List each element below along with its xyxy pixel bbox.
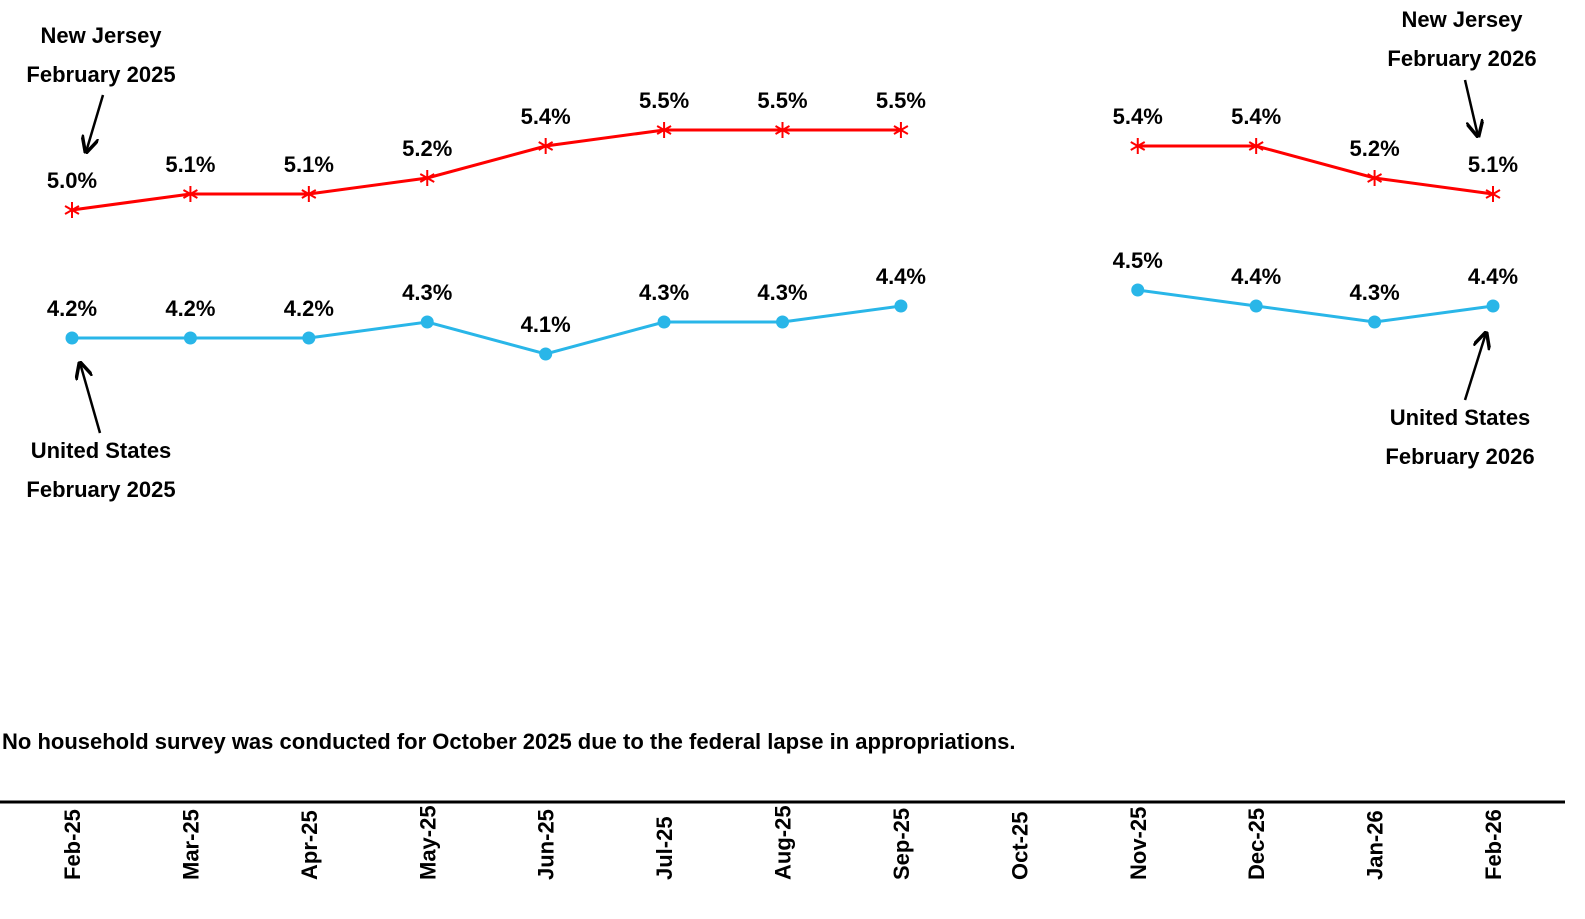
marker — [1367, 170, 1383, 186]
marker-stroke — [1485, 189, 1501, 199]
x-tick-label: Mar-25 — [178, 809, 203, 880]
x-tick-label: Oct-25 — [1007, 812, 1032, 880]
marker — [183, 331, 197, 345]
line — [71, 128, 901, 212]
data-label: 5.5% — [876, 88, 926, 113]
x-tick-label: Jun-25 — [534, 809, 559, 880]
annotation: February 2026 — [1385, 444, 1534, 469]
data-label: 4.3% — [639, 280, 689, 305]
arrow — [80, 363, 102, 434]
marker-stroke — [301, 189, 317, 199]
data-label: 5.0% — [47, 168, 97, 193]
marker — [419, 170, 435, 186]
marker — [302, 331, 316, 345]
marker — [656, 122, 672, 138]
line — [72, 304, 902, 356]
marker-stroke — [1248, 141, 1264, 151]
marker-stroke — [419, 173, 435, 183]
annotation: New Jersey — [1401, 7, 1523, 32]
x-tick-label: Nov-25 — [1126, 807, 1151, 880]
line — [1137, 144, 1494, 196]
data-label: 5.4% — [521, 104, 571, 129]
annotation: New Jersey — [40, 23, 162, 48]
annotation: February 2025 — [26, 62, 175, 87]
marker-stroke — [182, 189, 198, 199]
data-label: 4.1% — [521, 312, 571, 337]
annotation: United States — [1390, 405, 1531, 430]
marker-stroke — [893, 125, 909, 135]
x-tick-label: May-25 — [415, 805, 440, 880]
data-label: 5.2% — [1350, 136, 1400, 161]
marker-stroke — [656, 125, 672, 135]
marker — [1368, 315, 1382, 329]
data-label: 5.2% — [402, 136, 452, 161]
data-label: 4.4% — [1468, 264, 1518, 289]
data-label: 5.4% — [1231, 104, 1281, 129]
x-tick-label: Apr-25 — [297, 810, 322, 880]
marker-stroke — [775, 125, 790, 135]
data-label: 5.1% — [165, 152, 215, 177]
marker — [1486, 299, 1500, 313]
annotation: February 2025 — [26, 477, 175, 502]
data-label: 5.4% — [1113, 104, 1163, 129]
data-label: 4.2% — [284, 296, 334, 321]
data-label: 5.5% — [757, 88, 807, 113]
arrow — [1463, 333, 1486, 401]
data-label: 4.4% — [1231, 264, 1281, 289]
marker — [1249, 299, 1263, 313]
marker — [776, 315, 789, 329]
data-label: 4.2% — [165, 296, 215, 321]
data-label: 5.5% — [639, 88, 689, 113]
annotation: February 2026 — [1387, 46, 1536, 71]
marker — [775, 122, 790, 138]
data-label: 4.3% — [402, 280, 452, 305]
data-label: 5.1% — [284, 152, 334, 177]
footnote: No household survey was conducted for Oc… — [2, 729, 1015, 754]
marker — [64, 202, 80, 218]
data-label: 4.3% — [757, 280, 807, 305]
marker — [1248, 138, 1264, 154]
marker-stroke — [1367, 173, 1383, 183]
x-tick-label: Jul-25 — [652, 816, 677, 880]
marker — [1131, 283, 1145, 297]
x-tick-label: Jan-26 — [1363, 810, 1388, 880]
data-label: 4.4% — [876, 264, 926, 289]
marker — [657, 315, 671, 329]
marker — [893, 122, 909, 138]
marker — [1130, 138, 1146, 154]
data-label: 4.3% — [1350, 280, 1400, 305]
marker — [538, 138, 554, 154]
data-label: 5.1% — [1468, 152, 1518, 177]
marker — [65, 331, 79, 345]
x-tick-label: Aug-25 — [771, 805, 796, 880]
x-tick-label: Feb-26 — [1481, 809, 1506, 880]
marker — [1485, 186, 1501, 202]
x-tick-label: Feb-25 — [60, 809, 85, 880]
marker-stroke — [538, 141, 554, 151]
arrow — [86, 94, 105, 152]
marker — [894, 299, 908, 313]
marker — [182, 186, 198, 202]
annotation: United States — [31, 438, 172, 463]
marker — [301, 186, 317, 202]
x-tick-label: Dec-25 — [1244, 808, 1269, 880]
line — [1137, 288, 1494, 324]
marker-stroke — [64, 205, 80, 215]
marker-stroke — [1130, 141, 1146, 151]
data-label: 4.2% — [47, 296, 97, 321]
marker — [539, 347, 553, 361]
data-label: 4.5% — [1113, 248, 1163, 273]
arrow — [1463, 79, 1478, 136]
x-tick-label: Sep-25 — [889, 808, 914, 880]
marker — [420, 315, 434, 329]
